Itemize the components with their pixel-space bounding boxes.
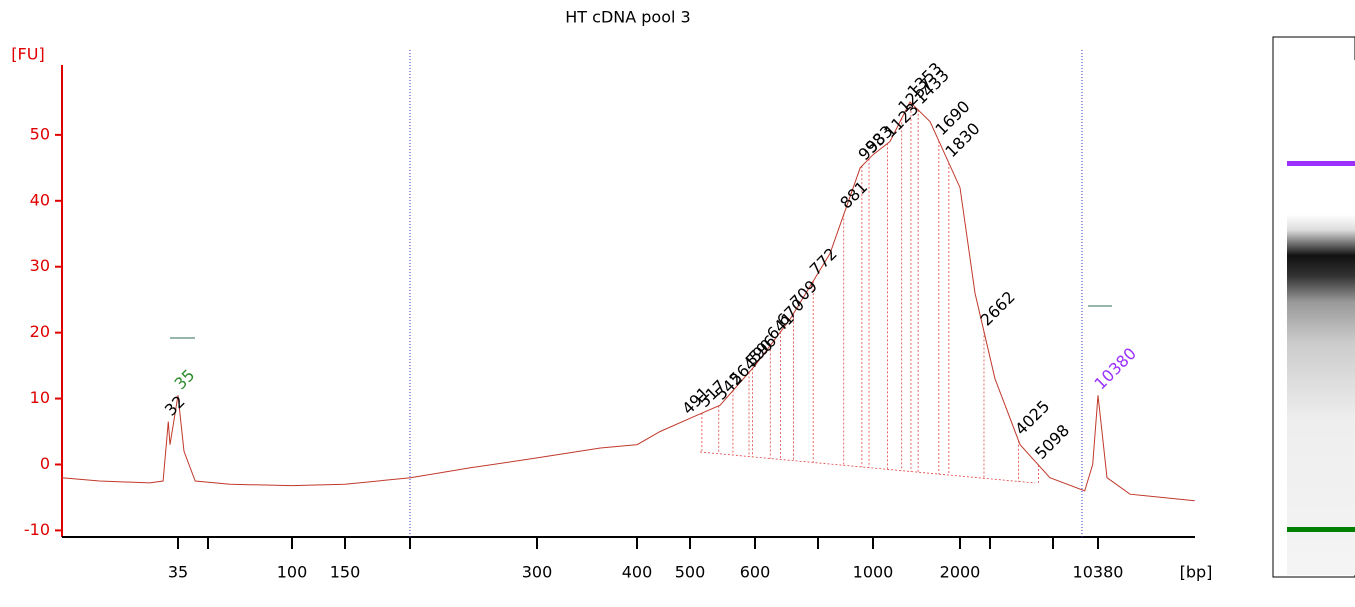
peak-label: 1433: [911, 66, 953, 108]
x-tick-label: 150: [330, 563, 361, 582]
x-tick-label: 300: [522, 563, 553, 582]
x-tick-label: 100: [277, 563, 308, 582]
peak-label: 772: [806, 244, 841, 279]
x-tick-label: 2000: [940, 563, 981, 582]
y-tick-label: -10: [24, 520, 50, 539]
peak-label: 2662: [977, 287, 1019, 329]
peak-label: 5098: [1031, 421, 1073, 463]
x-tick-label: 400: [622, 563, 653, 582]
x-tick-label: 600: [740, 563, 771, 582]
y-axis-label: [FU]: [11, 45, 44, 64]
gel-lower-band: [1287, 527, 1355, 532]
y-tick-label: 50: [30, 124, 50, 143]
peak-label: 32: [161, 392, 189, 420]
gel-gradient: [1287, 60, 1355, 575]
chart-title: HT cDNA pool 3: [565, 8, 690, 27]
peak-label: 35: [171, 365, 199, 393]
x-tick-label: 1000: [853, 563, 894, 582]
gel-lane: [1272, 36, 1355, 578]
y-tick-label: 20: [30, 322, 50, 341]
y-tick-label: 10: [30, 388, 50, 407]
y-tick-label: 0: [40, 454, 50, 473]
y-tick-label: 40: [30, 190, 50, 209]
trace: [61, 101, 1195, 502]
x-tick-label: 500: [675, 563, 706, 582]
peak-label: 881: [836, 177, 871, 212]
x-axis-label: [bp]: [1180, 563, 1213, 582]
gel-upper-band: [1287, 161, 1355, 166]
y-tick-label: 30: [30, 256, 50, 275]
baseline: [699, 451, 1036, 484]
peak-label: 10380: [1091, 344, 1140, 393]
x-tick-label: 35: [168, 563, 188, 582]
x-tick-label: 10380: [1073, 563, 1124, 582]
